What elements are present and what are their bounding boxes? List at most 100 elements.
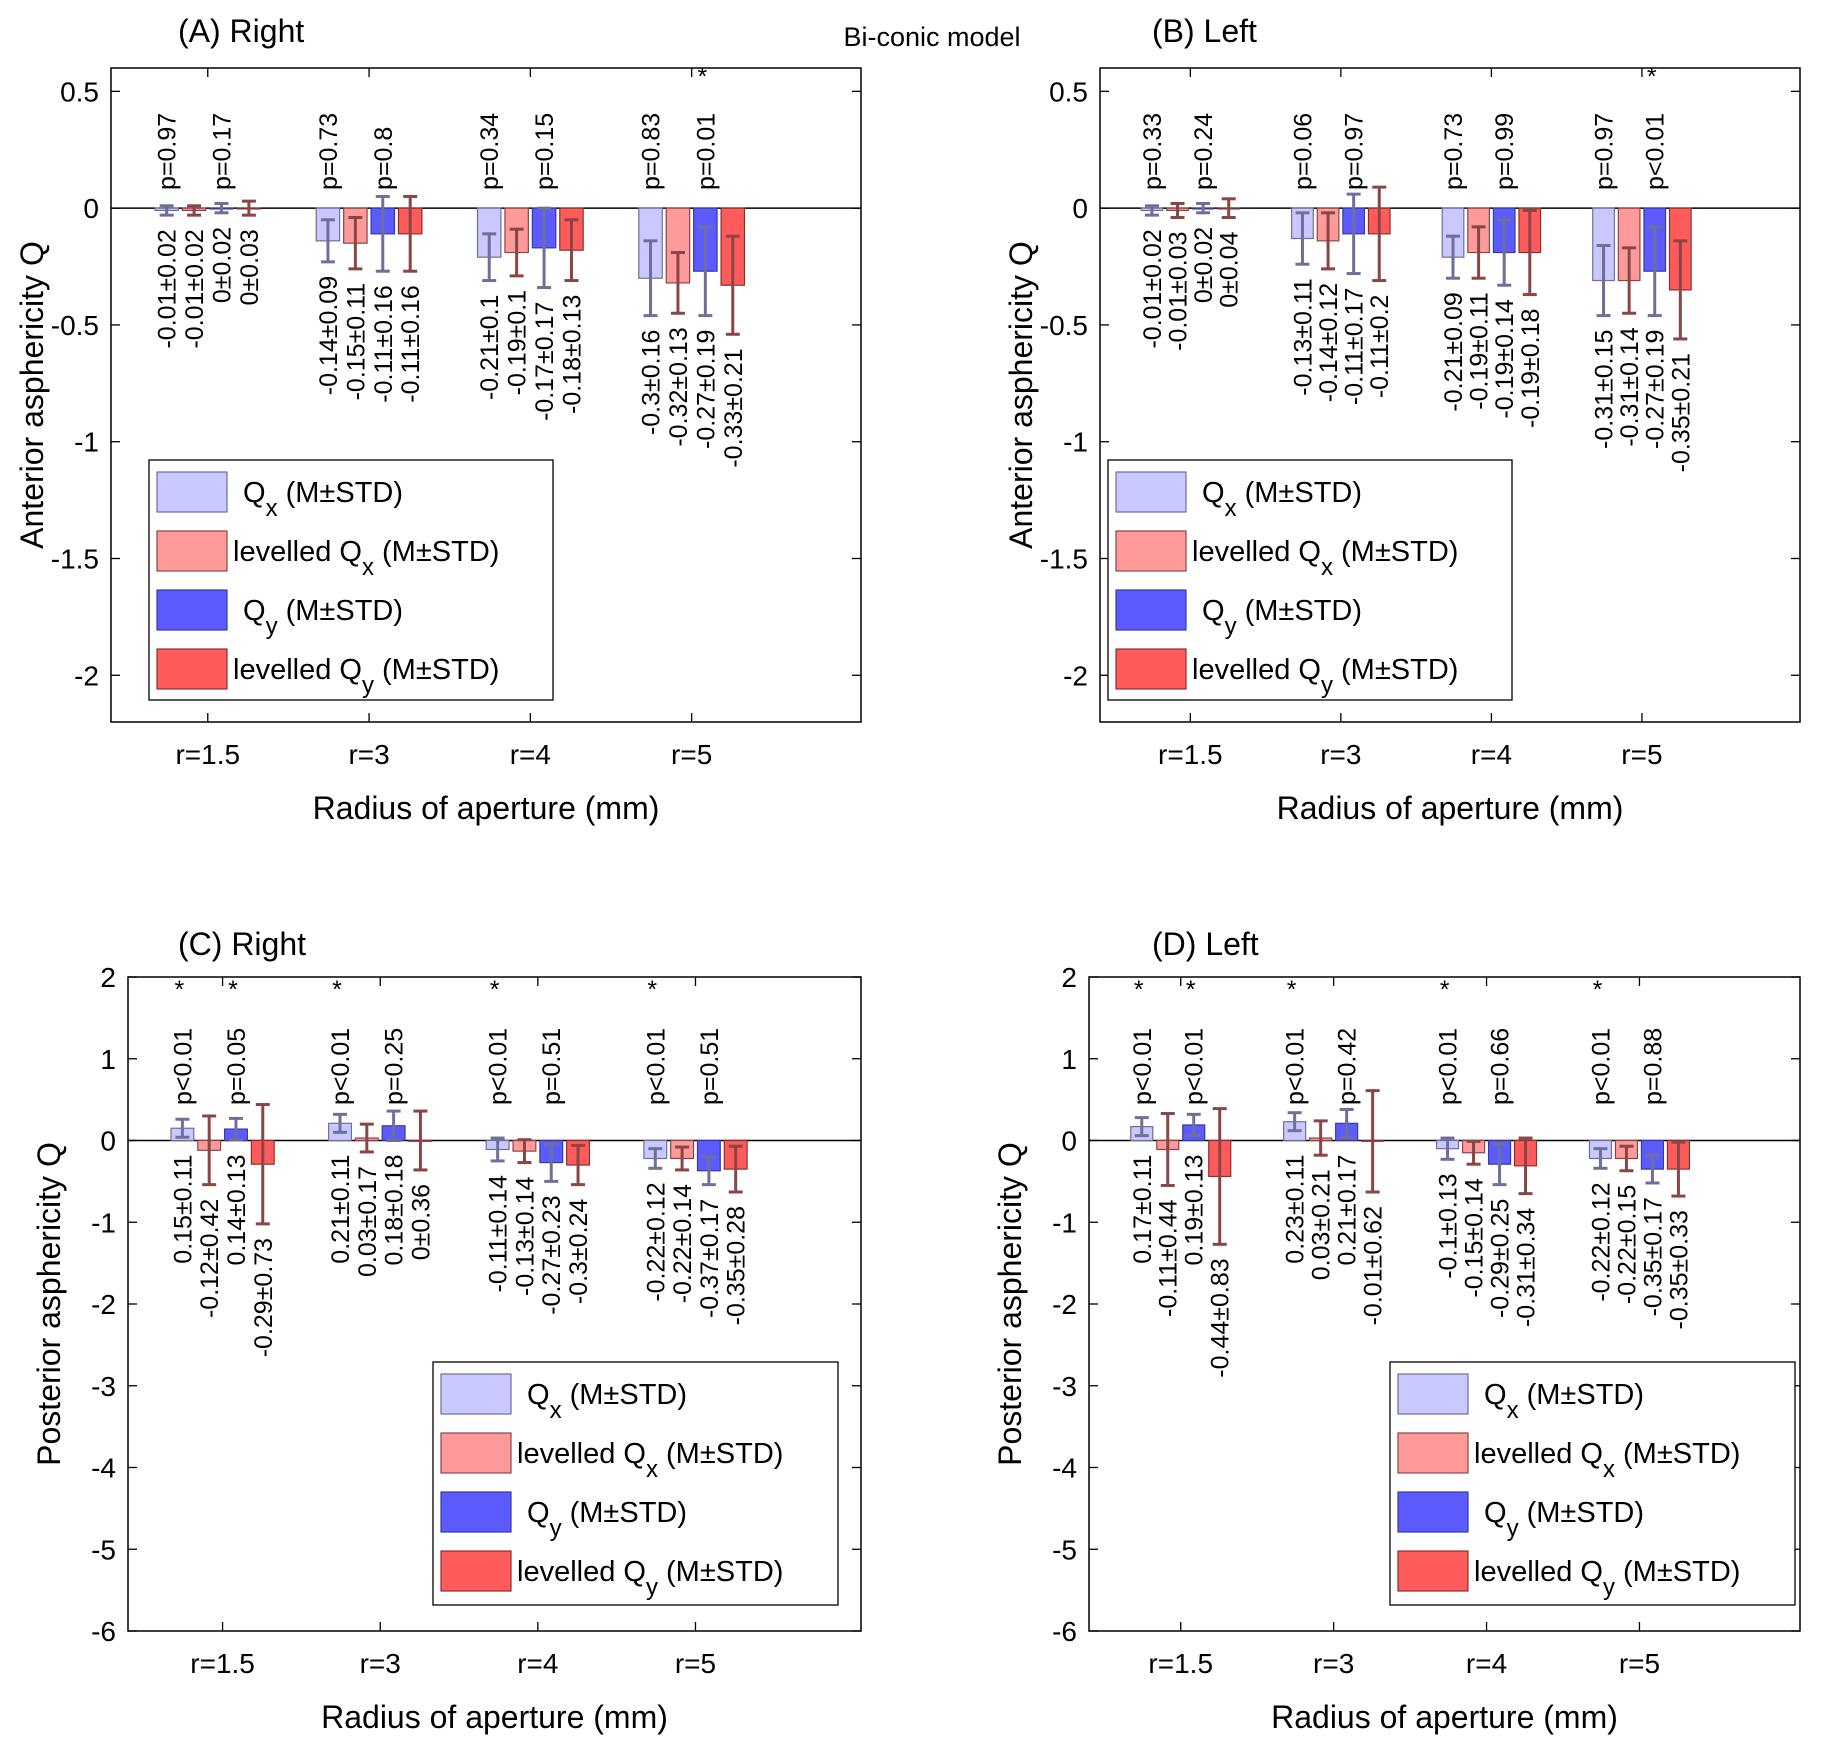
p-value-label: p<0.01 — [1129, 1028, 1157, 1105]
p-value-label: p=0.34 — [476, 113, 504, 190]
y-tick-label: -1 — [91, 1207, 116, 1238]
bar-value-label: 0.14±0.13 — [223, 1155, 251, 1266]
bar-value-label: -0.11±0.16 — [397, 285, 425, 403]
y-axis-label: Posterior asphericity Q — [992, 1142, 1028, 1466]
p-value-label: p<0.01 — [642, 1028, 670, 1105]
bar-value-label: -0.01±0.02 — [154, 229, 182, 348]
significance-star: * — [1134, 976, 1144, 1004]
y-tick-label: 2 — [1061, 962, 1077, 993]
y-tick-label: 0 — [83, 193, 99, 224]
figure-title: Bi-conic model — [843, 22, 1020, 52]
bar-value-label: -0.11±0.14 — [485, 1175, 513, 1293]
p-value-label: p=0.05 — [223, 1028, 251, 1105]
x-tick-label: r=4 — [1471, 739, 1512, 770]
significance-star: * — [175, 976, 185, 1004]
legend-label: Qy (M±STD) — [243, 595, 403, 640]
bar-value-label: -0.19±0.18 — [1517, 309, 1545, 428]
bar-value-label: -0.17±0.17 — [531, 302, 559, 421]
y-tick-label: -0.5 — [1040, 310, 1088, 341]
significance-star: * — [1186, 976, 1196, 1004]
p-value-label: p=0.51 — [696, 1028, 724, 1105]
bar-value-label: -0.31±0.15 — [1591, 330, 1619, 449]
x-tick-label: r=5 — [1621, 739, 1662, 770]
y-tick-label: 1 — [100, 1044, 116, 1075]
x-tick-label: r=4 — [517, 1648, 558, 1679]
bar-value-label: -0.35±0.17 — [1639, 1197, 1667, 1316]
p-value-label: p<0.01 — [1642, 113, 1670, 190]
bar-value-label: -0.22±0.12 — [1587, 1182, 1615, 1301]
legend-swatch — [1397, 1432, 1469, 1474]
x-axis-label: Radius of aperture (mm) — [1277, 790, 1624, 826]
bar-value-label: -0.19±0.14 — [1491, 299, 1519, 418]
y-tick-label: 0 — [1061, 1126, 1077, 1157]
bar-value-label: -0.22±0.12 — [642, 1182, 670, 1301]
significance-star: * — [1287, 976, 1297, 1004]
x-tick-label: r=4 — [1466, 1648, 1507, 1679]
bar-value-label: -0.37±0.17 — [696, 1199, 724, 1318]
p-value-label: p<0.01 — [1435, 1028, 1463, 1105]
y-tick-label: -2 — [74, 660, 99, 691]
legend-swatch — [156, 648, 228, 690]
y-tick-label: 0 — [100, 1126, 116, 1157]
p-value-label: p<0.01 — [327, 1028, 355, 1105]
x-tick-label: r=3 — [348, 739, 389, 770]
p-value-label: p<0.01 — [485, 1028, 513, 1105]
bar-value-label: -0.13±0.14 — [511, 1176, 539, 1295]
significance-star: * — [1440, 976, 1450, 1004]
bar-value-label: -0.35±0.33 — [1665, 1210, 1693, 1329]
legend-swatch — [1115, 471, 1187, 513]
y-tick-label: -4 — [1052, 1453, 1077, 1484]
x-tick-label: r=5 — [671, 739, 712, 770]
significance-star: * — [490, 976, 500, 1004]
y-tick-label: -2 — [91, 1289, 116, 1320]
bar-value-label: 0.21±0.11 — [327, 1155, 355, 1264]
y-tick-label: -3 — [91, 1371, 116, 1402]
bar-value-label: -0.1±0.13 — [1435, 1173, 1463, 1278]
legend-label: levelled Qx (M±STD) — [1192, 536, 1458, 581]
legend-label: Qy (M±STD) — [527, 1497, 687, 1542]
chart-panel-1: 0.5 0 -0.5 -1 -1.5 -2 r=1.5 -0.01±0.02 -0.01±0.0… — [14, 13, 862, 826]
bar-value-label: -0.22±0.14 — [669, 1184, 697, 1303]
bar-value-label: -0.44±0.83 — [1207, 1258, 1235, 1377]
x-axis-label: Radius of aperture (mm) — [313, 790, 660, 826]
p-value-label: p=0.51 — [538, 1028, 566, 1105]
legend-label: levelled Qy (M±STD) — [1192, 654, 1458, 699]
y-tick-label: -1.5 — [1040, 544, 1088, 575]
p-value-label: p=0.97 — [154, 113, 182, 190]
bar-value-label: -0.27±0.19 — [692, 330, 720, 449]
bar-value-label: -0.01±0.62 — [1360, 1206, 1388, 1325]
p-value-label: p=0.01 — [692, 113, 720, 190]
legend-swatch — [440, 1491, 512, 1533]
x-tick-label: r=5 — [1619, 1648, 1660, 1679]
bar-value-label: -0.12±0.42 — [196, 1199, 224, 1318]
bar-value-label: -0.13±0.11 — [1289, 278, 1317, 396]
p-value-label: p<0.01 — [1181, 1028, 1209, 1105]
y-tick-label: -0.5 — [51, 310, 99, 341]
legend-swatch — [1397, 1550, 1469, 1592]
bar-value-label: -0.22±0.15 — [1613, 1185, 1641, 1304]
significance-star: * — [1593, 976, 1603, 1004]
bar-value-label: -0.21±0.1 — [476, 295, 504, 400]
bar-value-label: -0.35±0.21 — [1667, 353, 1695, 472]
bar-value-label: 0.15±0.11 — [169, 1155, 197, 1264]
y-tick-label: -3 — [1052, 1371, 1077, 1402]
p-value-label: p=0.17 — [208, 113, 236, 190]
y-tick-label: 0 — [1072, 193, 1088, 224]
bar-value-label: 0±0.02 — [1190, 227, 1218, 303]
y-tick-label: -5 — [91, 1534, 116, 1565]
bar-value-label: 0±0.04 — [1216, 231, 1244, 307]
x-tick-label: r=4 — [510, 739, 551, 770]
p-value-label: p=0.42 — [1334, 1028, 1362, 1105]
legend-swatch — [1115, 589, 1187, 631]
bar-value-label: -0.11±0.2 — [1366, 295, 1394, 399]
x-tick-label: r=5 — [675, 1648, 716, 1679]
panel-title: (C) Right — [178, 926, 306, 962]
p-value-label: p=0.33 — [1139, 113, 1167, 190]
legend-swatch — [1115, 530, 1187, 572]
bar-value-label: -0.11±0.16 — [370, 285, 398, 403]
bar-value-label: 0±0.36 — [407, 1184, 435, 1260]
legend-swatch — [1397, 1491, 1469, 1533]
legend-label: levelled Qx (M±STD) — [1474, 1438, 1740, 1483]
